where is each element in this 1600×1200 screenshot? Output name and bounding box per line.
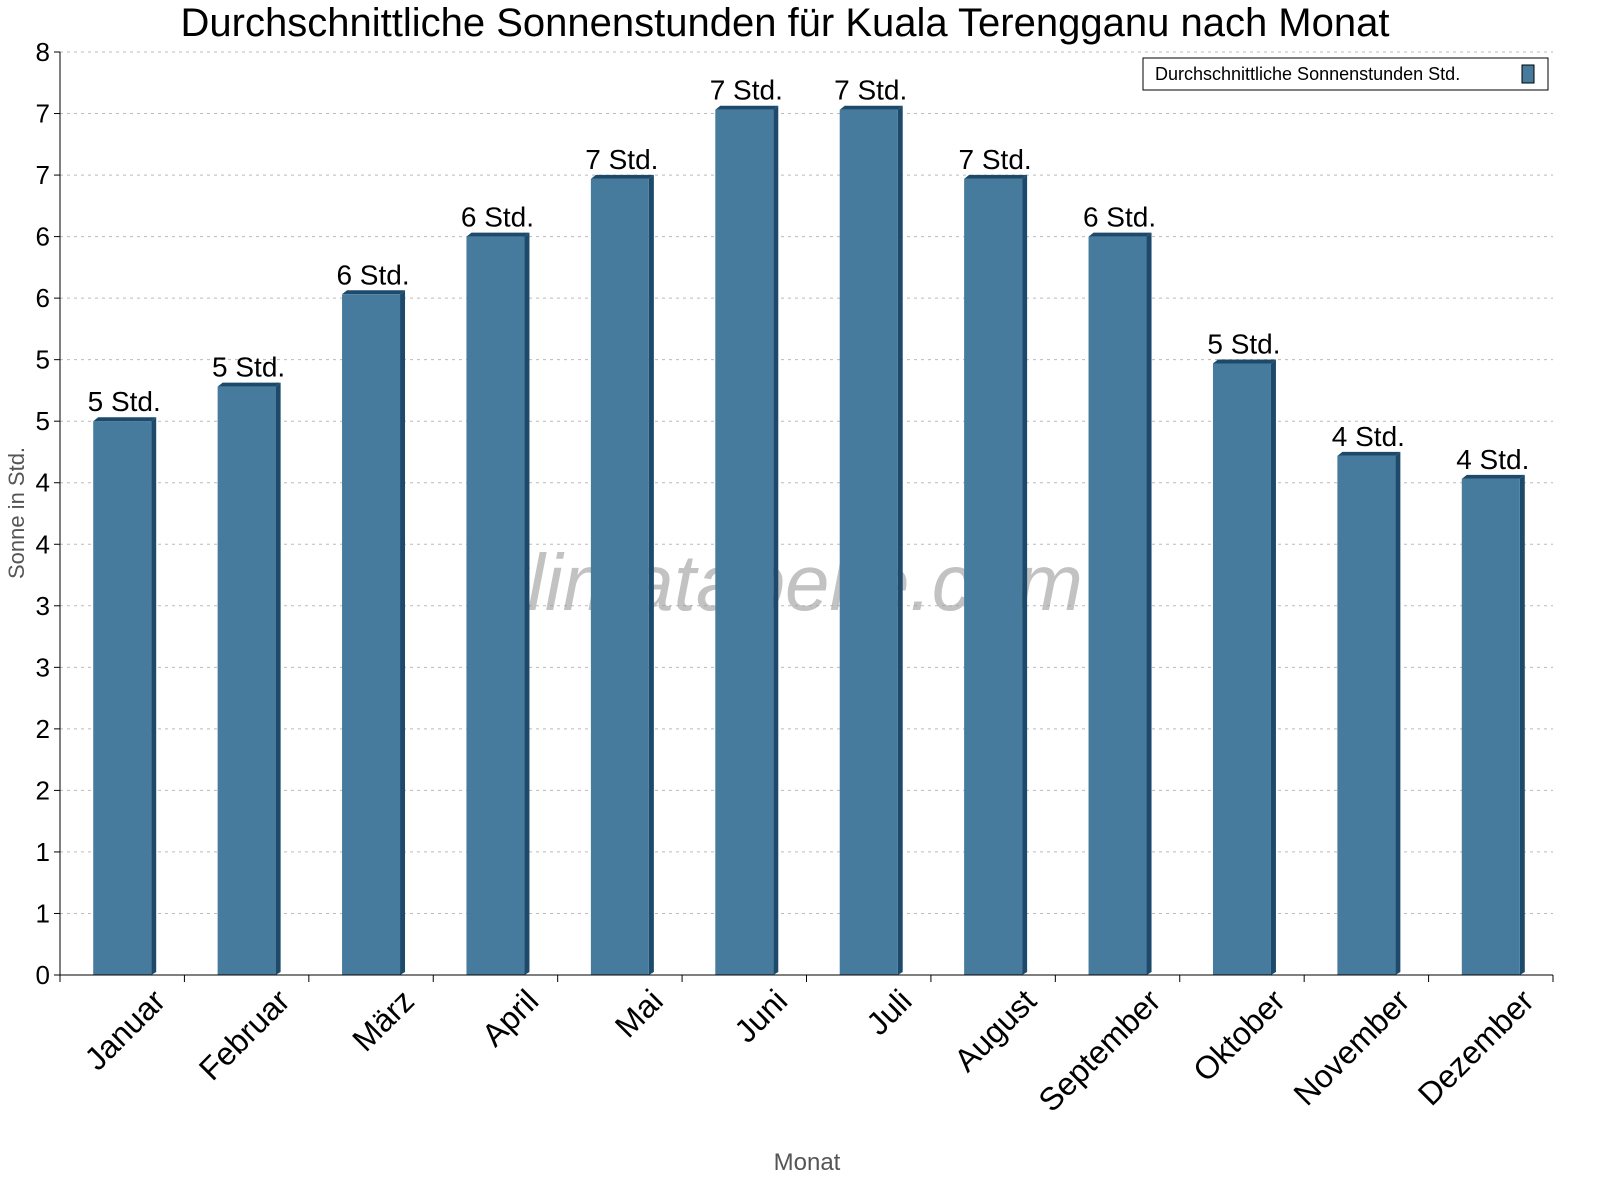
legend-label: Durchschnittliche Sonnenstunden Std. (1155, 64, 1460, 84)
bar-side (773, 105, 779, 975)
bar (342, 294, 401, 976)
bar (715, 109, 774, 975)
x-tick-label: Juni (727, 982, 794, 1049)
x-tick-label: September (1031, 982, 1167, 1118)
bar-side (897, 105, 903, 975)
y-tick-label: 4 (36, 468, 50, 498)
bar (1088, 236, 1147, 976)
data-label: 7 Std. (959, 144, 1032, 175)
y-tick-label: 7 (36, 160, 50, 190)
y-tick-label: 5 (36, 345, 50, 375)
data-label: 4 Std. (1456, 444, 1529, 475)
x-tick-label: Juli (859, 982, 918, 1041)
x-tick-label: Februar (192, 982, 297, 1087)
y-tick-label: 6 (36, 283, 50, 313)
bar-side (1395, 451, 1401, 975)
bar-top (715, 105, 779, 110)
y-tick-label: 6 (36, 222, 50, 252)
x-tick-label: Dezember (1411, 982, 1541, 1112)
x-axis-label: Monat (774, 1149, 841, 1176)
y-tick-label: 1 (36, 837, 50, 867)
bar-top (590, 174, 654, 179)
y-tick-label: 2 (36, 775, 50, 805)
bar (1461, 478, 1520, 975)
bar-side (648, 174, 654, 976)
x-tick-label: April (475, 982, 546, 1053)
bar-side (400, 290, 406, 976)
bar (466, 236, 525, 976)
data-label: 6 Std. (461, 202, 534, 233)
y-tick-label: 5 (36, 406, 50, 436)
legend: Durchschnittliche Sonnenstunden Std. (1142, 57, 1549, 91)
y-tick-label: 3 (36, 652, 50, 682)
chart-title: Durchschnittliche Sonnenstunden für Kual… (181, 1, 1390, 45)
bar-side (1270, 359, 1276, 975)
data-label: 7 Std. (834, 75, 907, 106)
data-label: 5 Std. (1207, 329, 1280, 360)
data-label: 7 Std. (710, 75, 783, 106)
bar (590, 178, 649, 976)
bar-top (466, 232, 530, 237)
bar-top (1461, 474, 1525, 479)
x-tick-label: Mai (608, 982, 670, 1044)
bar-side (275, 382, 281, 975)
data-label: 7 Std. (585, 144, 658, 175)
data-label: 5 Std. (88, 386, 161, 417)
bar (964, 178, 1023, 976)
bar (1212, 363, 1271, 975)
data-label: 5 Std. (212, 352, 285, 383)
bar (839, 109, 898, 975)
data-label: 4 Std. (1332, 421, 1405, 452)
bar-side (524, 232, 530, 976)
x-tick-label: August (947, 982, 1043, 1078)
legend-swatch (1521, 64, 1535, 84)
x-tick-label: Januar (78, 982, 173, 1077)
bar-side (1519, 474, 1525, 975)
bar-side (151, 417, 157, 975)
y-axis-label: Sonne in Std. (4, 447, 29, 579)
x-tick-label: März (345, 982, 421, 1058)
bar-top (217, 382, 281, 387)
y-tick-label: 8 (36, 37, 50, 67)
data-label: 6 Std. (1083, 202, 1156, 233)
y-tick-label: 2 (36, 714, 50, 744)
y-tick-label: 0 (36, 960, 50, 990)
bar-side (1146, 232, 1152, 976)
y-tick-label: 7 (36, 99, 50, 129)
bar (1337, 455, 1396, 975)
bar-top (1088, 232, 1152, 237)
bar-top (839, 105, 903, 110)
y-tick-label: 1 (36, 898, 50, 928)
bar-top (93, 417, 157, 422)
bar-top (1337, 451, 1401, 456)
x-tick-label: Oktober (1186, 982, 1292, 1088)
bar-top (342, 290, 406, 295)
bar-top (964, 174, 1028, 179)
y-tick-label: 3 (36, 591, 50, 621)
bar-side (1022, 174, 1028, 976)
data-label: 6 Std. (336, 259, 409, 290)
bar (93, 421, 152, 975)
bar-top (1212, 359, 1276, 364)
y-tick-label: 4 (36, 529, 50, 559)
bar (217, 386, 276, 975)
x-tick-label: November (1286, 982, 1416, 1112)
